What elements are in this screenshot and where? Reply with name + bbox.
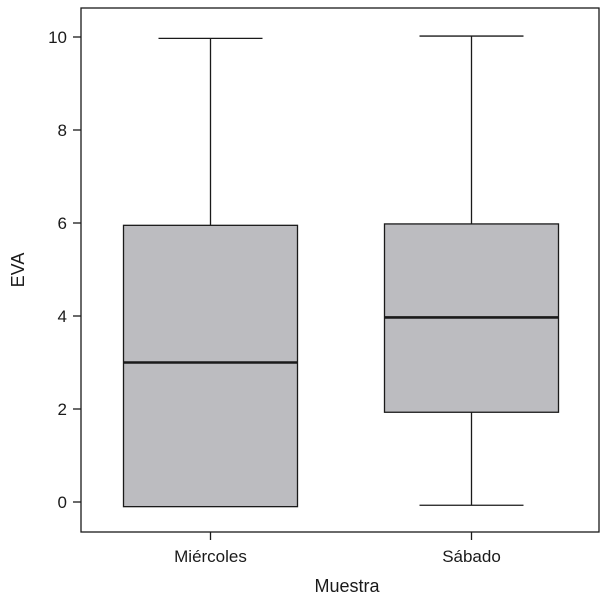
y-axis: 0 2 4 6 8 10 bbox=[48, 28, 81, 512]
box-group bbox=[122, 35, 560, 508]
y-tick-label: 0 bbox=[58, 493, 67, 512]
x-tick-label: Sábado bbox=[442, 547, 501, 566]
y-tick-label: 8 bbox=[58, 121, 67, 140]
y-tick-label: 6 bbox=[58, 214, 67, 233]
x-axis: Miércoles Sábado bbox=[174, 532, 501, 566]
iqr-box bbox=[122, 224, 299, 508]
plot-frame bbox=[80, 7, 600, 533]
y-tick-label: 10 bbox=[48, 28, 67, 47]
y-axis-title: EVA bbox=[8, 253, 28, 288]
x-tick-label: Miércoles bbox=[174, 547, 247, 566]
y-tick-label: 4 bbox=[58, 307, 67, 326]
x-axis-title: Muestra bbox=[314, 576, 380, 596]
y-tick-label: 2 bbox=[58, 400, 67, 419]
